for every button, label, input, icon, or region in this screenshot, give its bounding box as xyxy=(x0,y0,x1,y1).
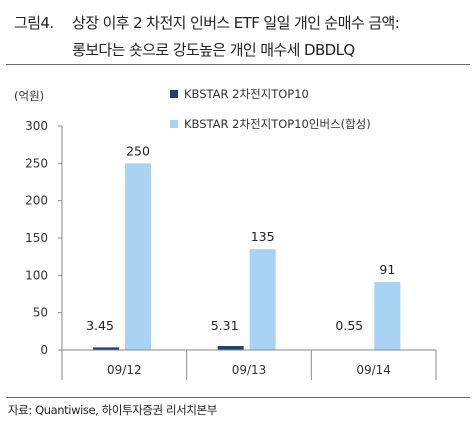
data-label: 135 xyxy=(251,229,275,244)
source-note: 자료: Quantiwise, 하이투자증권 리서치본부 xyxy=(8,403,217,417)
data-label: 3.45 xyxy=(86,318,114,333)
data-label: 91 xyxy=(379,262,395,277)
y-axis-unit-label: (억원) xyxy=(14,89,44,103)
y-tick-label: 100 xyxy=(25,268,48,282)
figure-title-line-2: 롱보다는 숏으로 강도높은 개인 매수세 DBDLQ xyxy=(72,41,355,59)
legend-swatch-kbstar-top10-inverse xyxy=(170,120,178,128)
figure-title-line-1: 상장 이후 2 차전지 인버스 ETF 일일 개인 순매수 금액: xyxy=(72,14,400,32)
bar-kbstar-top10-inverse xyxy=(374,282,401,350)
figure-number: 그림4. xyxy=(14,14,54,32)
bar-kbstar-top10-inverse xyxy=(125,163,151,350)
y-tick-label: 200 xyxy=(25,194,48,208)
x-tick-label: 09/13 xyxy=(232,363,267,377)
title-divider xyxy=(6,64,470,65)
x-tick-label: 09/14 xyxy=(356,363,391,377)
source-divider xyxy=(6,397,470,398)
y-tick-label: 0 xyxy=(40,343,48,357)
data-label: 0.55 xyxy=(335,318,363,333)
bar-kbstar-top10 xyxy=(217,346,244,350)
y-tick-label: 250 xyxy=(25,156,48,170)
y-tick-label: 300 xyxy=(25,119,48,133)
legend-swatch-kbstar-top10 xyxy=(170,90,178,98)
bar-kbstar-top10-inverse xyxy=(249,249,276,350)
legend-label: KBSTAR 2차전지TOP10인버스(합성) xyxy=(184,117,371,131)
legend-label: KBSTAR 2차전지TOP10 xyxy=(184,87,309,101)
y-tick-label: 50 xyxy=(33,306,48,320)
x-tick-label: 09/12 xyxy=(107,363,142,377)
y-tick-label: 150 xyxy=(25,231,48,245)
data-label: 250 xyxy=(126,143,150,158)
data-label: 5.31 xyxy=(211,318,239,333)
bar-kbstar-top10 xyxy=(93,347,119,350)
